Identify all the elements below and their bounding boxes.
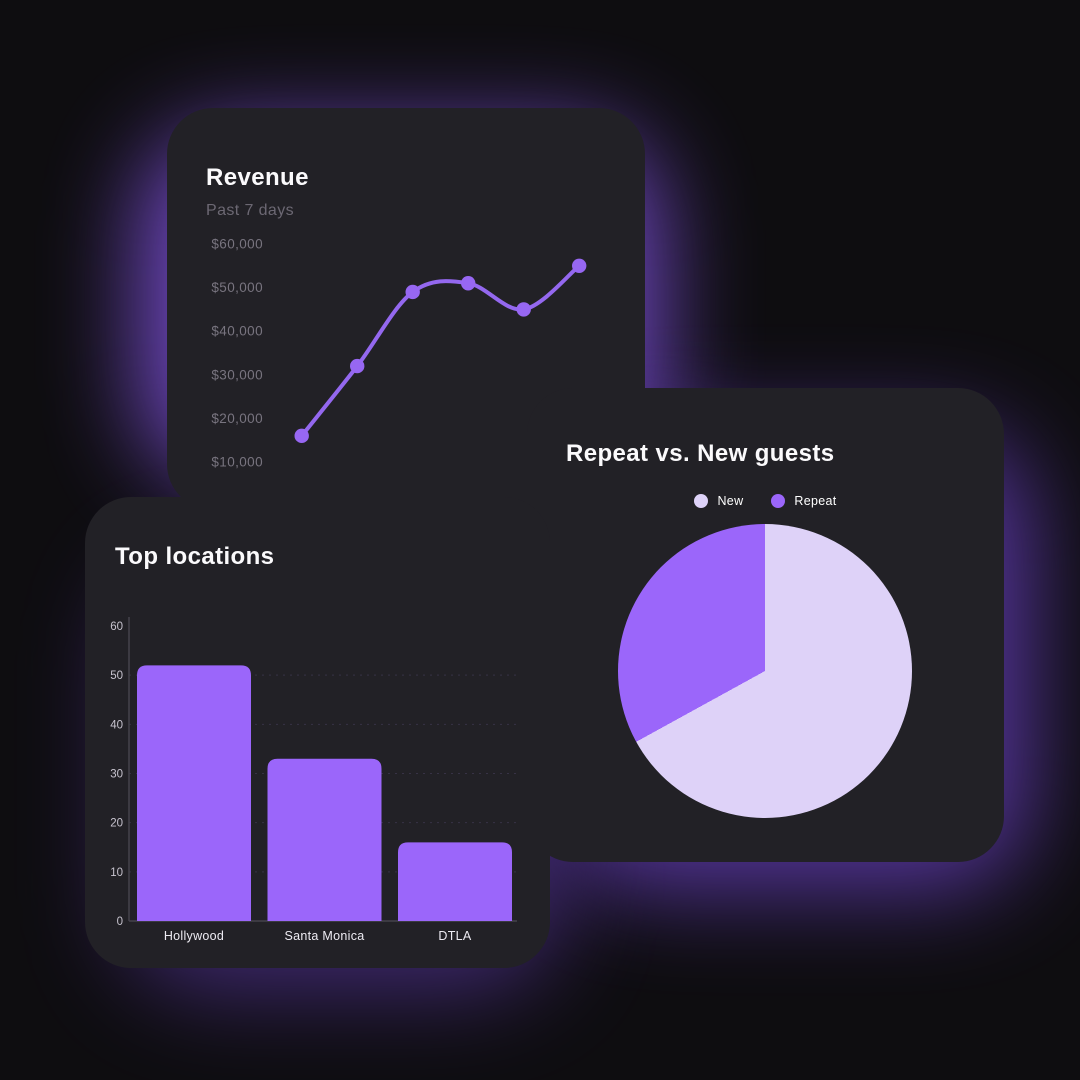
data-point xyxy=(405,284,420,300)
revenue-line-chart: $60,000 $50,000 $40,000 $30,000 $20,000 $10,0… xyxy=(211,237,587,470)
data-point xyxy=(350,358,365,374)
y-tick-label: $10,000 xyxy=(211,455,263,470)
x-category-label: Hollywood xyxy=(164,929,224,943)
y-tick-label: 20 xyxy=(110,818,123,830)
top-locations-bar-chart: 0 10 20 30 40 50 60 Hollywood Santa Monica DTLA xyxy=(110,617,517,943)
x-category-label: Santa Monica xyxy=(284,929,364,943)
pie-chart xyxy=(618,524,912,818)
data-point xyxy=(294,428,309,444)
y-tick-label: 60 xyxy=(110,621,123,633)
y-tick-label: 0 xyxy=(117,916,123,928)
y-tick-label: 50 xyxy=(110,670,123,682)
guests-card: Repeat vs. New guests New Repeat xyxy=(527,388,1004,862)
legend-swatch-new-icon xyxy=(694,494,709,508)
bar xyxy=(137,665,251,921)
data-point xyxy=(572,258,587,273)
legend-label-repeat: Repeat xyxy=(794,494,837,508)
y-tick-label: $30,000 xyxy=(211,367,263,382)
bar xyxy=(398,842,512,921)
data-point xyxy=(516,302,531,317)
x-category-label: DTLA xyxy=(438,929,472,943)
revenue-subtitle: Past 7 days xyxy=(206,202,295,219)
y-tick-label: $40,000 xyxy=(211,324,263,339)
y-tick-label: 40 xyxy=(110,719,123,731)
y-tick-label: 30 xyxy=(110,769,123,781)
legend-label-new: New xyxy=(717,494,744,508)
data-point xyxy=(461,276,476,291)
y-tick-label: $20,000 xyxy=(211,411,263,426)
pie-legend: New Repeat xyxy=(527,494,1004,508)
revenue-title: Revenue xyxy=(206,164,309,191)
y-tick-label: 10 xyxy=(110,867,123,879)
bar xyxy=(267,758,382,921)
y-tick-label: $50,000 xyxy=(211,280,263,295)
top-locations-title: Top locations xyxy=(115,543,275,570)
top-locations-card: Top locations 0 10 20 30 40 50 60 Hollywood Sant… xyxy=(85,497,550,968)
legend-swatch-repeat-icon xyxy=(771,494,786,508)
y-tick-label: $60,000 xyxy=(211,237,263,252)
guests-title: Repeat vs. New guests xyxy=(566,440,835,467)
legend-item-repeat: Repeat xyxy=(771,494,836,508)
legend-item-new: New xyxy=(694,494,743,508)
